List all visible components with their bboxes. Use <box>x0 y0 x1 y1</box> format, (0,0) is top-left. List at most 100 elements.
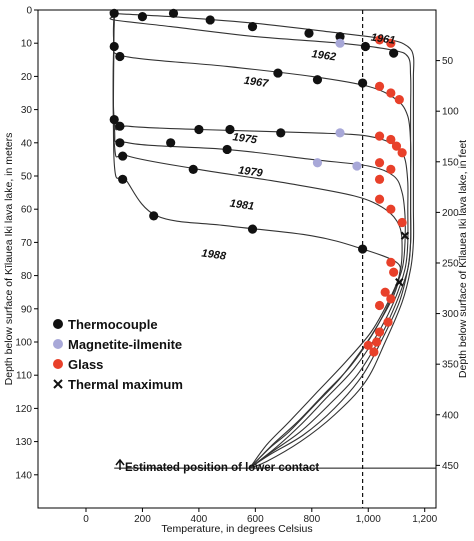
glass-point-1975 <box>386 134 396 145</box>
x-tick-label: 600 <box>247 514 264 525</box>
glass-point-1979 <box>386 164 396 174</box>
y-tick-label-left: 100 <box>15 338 32 349</box>
glass-point-1988 <box>386 257 396 267</box>
thermocouple-point-1967 <box>312 75 323 85</box>
thermocouple-point-1988 <box>118 174 128 184</box>
y-tick-label-right: 50 <box>442 56 454 67</box>
legend-magnetite-label: Magnetite-ilmenite <box>68 337 182 352</box>
thermocouple-point-1988 <box>149 211 159 221</box>
glass-point-1988 <box>369 347 379 357</box>
y-tick-label-left: 70 <box>21 238 33 249</box>
x-tick-label: 200 <box>134 514 151 525</box>
y-tick-label-left: 130 <box>15 437 32 448</box>
y-tick-label-left: 120 <box>15 404 32 415</box>
year-label-1988: 1988 <box>201 247 228 262</box>
thermocouple-point-1961 <box>247 22 258 32</box>
thermocouple-point-1967 <box>109 41 119 52</box>
thermal-max-stroke <box>400 231 410 240</box>
year-label-1981: 1981 <box>229 198 255 213</box>
thermocouple-point-1967 <box>358 78 368 88</box>
y-tick-label-left: 20 <box>21 72 33 83</box>
legend-magnetite-marker <box>53 339 63 349</box>
y-tick-label-right: 400 <box>442 410 459 421</box>
year-label-1967: 1967 <box>243 75 270 90</box>
glass-point-1988 <box>374 300 385 311</box>
reference-lines <box>114 10 436 508</box>
glass-point-1979 <box>374 158 385 168</box>
legend-thermal-max-label: Thermal maximum <box>68 377 183 392</box>
y-tick-label-left: 80 <box>21 271 33 282</box>
thermocouple-point-1975 <box>276 128 286 138</box>
y-tick-label-right: 450 <box>442 461 459 472</box>
y-axis-title-left: Depth below surface of Kīlauea Iki lava … <box>3 133 15 386</box>
year-label-1975: 1975 <box>232 131 259 146</box>
thermocouple-point-1988 <box>247 224 258 234</box>
up-arrow-icon <box>115 458 125 470</box>
data-points <box>109 8 410 357</box>
y-tick-label-left: 110 <box>16 371 32 382</box>
glass-point-1962 <box>374 35 385 45</box>
y-axis-title-right: Depth below surface of Kīlauea Iki lava … <box>457 140 469 378</box>
year-label-1961: 1961 <box>370 32 396 47</box>
legend-glass-label: Glass <box>68 357 103 372</box>
magnetite-point-1979 <box>312 158 323 168</box>
thermocouple-point-1979 <box>222 144 232 155</box>
thermocouple-point-1961 <box>335 31 345 42</box>
thermocouple-point-1961 <box>137 12 148 22</box>
x-tick-label: 400 <box>191 514 208 525</box>
legend: Thermocouple Magnetite-ilmenite Glass Th… <box>53 317 183 392</box>
glass-point-1967 <box>386 88 396 98</box>
glass-point-1988 <box>389 267 399 277</box>
glass-point-1981 <box>374 174 385 184</box>
legend-glass-marker <box>53 359 63 369</box>
glass-point-1988 <box>386 294 396 304</box>
legend-thermocouple-marker <box>53 319 63 329</box>
thermocouple-point-1961 <box>109 8 119 18</box>
y-tick-label-left: 10 <box>21 39 33 50</box>
thermocouple-point-1979 <box>115 138 125 148</box>
y-tick-label-left: 90 <box>21 304 33 315</box>
year-label-1962: 1962 <box>311 48 337 63</box>
curve-1961 <box>109 9 415 469</box>
y-tick-label-left: 0 <box>26 6 32 17</box>
legend-thermal-max-marker <box>53 379 63 389</box>
y-tick-label-left: 50 <box>21 172 33 183</box>
curve-1979 <box>112 9 406 469</box>
thermocouple-point-1962 <box>389 48 399 58</box>
curve-1967 <box>112 9 412 469</box>
y-tick-label-right: 200 <box>442 208 459 219</box>
thermal-max-stroke <box>395 278 404 287</box>
thermocouple-point-1975 <box>109 114 119 125</box>
x-axis-title: Temperature, in degrees Celsius <box>161 523 312 535</box>
thermocouple-point-1961 <box>168 8 179 18</box>
y-tick-label-left: 140 <box>15 470 32 481</box>
glass-point-1988 <box>397 217 407 228</box>
glass-point-1981 <box>374 194 385 204</box>
magnetite-point-1975 <box>335 128 345 138</box>
thermal-max-marker <box>395 278 404 287</box>
y-tick-label-right: 350 <box>442 360 459 371</box>
thermocouple-point-1967 <box>115 51 125 62</box>
y-tick-label-right: 100 <box>442 107 459 118</box>
thermocouple-point-1988 <box>358 244 368 254</box>
x-tick-label: 800 <box>303 514 320 525</box>
x-tick-label: 1,200 <box>412 514 437 525</box>
y-tick-label-right: 300 <box>442 309 459 320</box>
glass-point-1975 <box>391 141 402 151</box>
y-tick-label-left: 30 <box>21 105 33 116</box>
x-tick-label: 0 <box>83 514 89 525</box>
thermocouple-point-1961 <box>304 28 314 38</box>
y-tick-label-left: 40 <box>21 138 33 149</box>
glass-point-1975 <box>397 148 407 158</box>
magnetite-point-1979 <box>352 161 362 171</box>
x-tick-label: 1,000 <box>356 514 381 525</box>
magnetite-point-1962 <box>335 38 345 48</box>
glass-point-1981 <box>386 204 396 214</box>
y-tick-label-right: 150 <box>442 157 459 168</box>
curve-1975 <box>112 9 409 469</box>
plot-frame <box>37 9 437 509</box>
glass-point-1967 <box>394 95 404 105</box>
glass-point-1988 <box>383 317 393 327</box>
thermocouple-point-1962 <box>360 41 371 52</box>
